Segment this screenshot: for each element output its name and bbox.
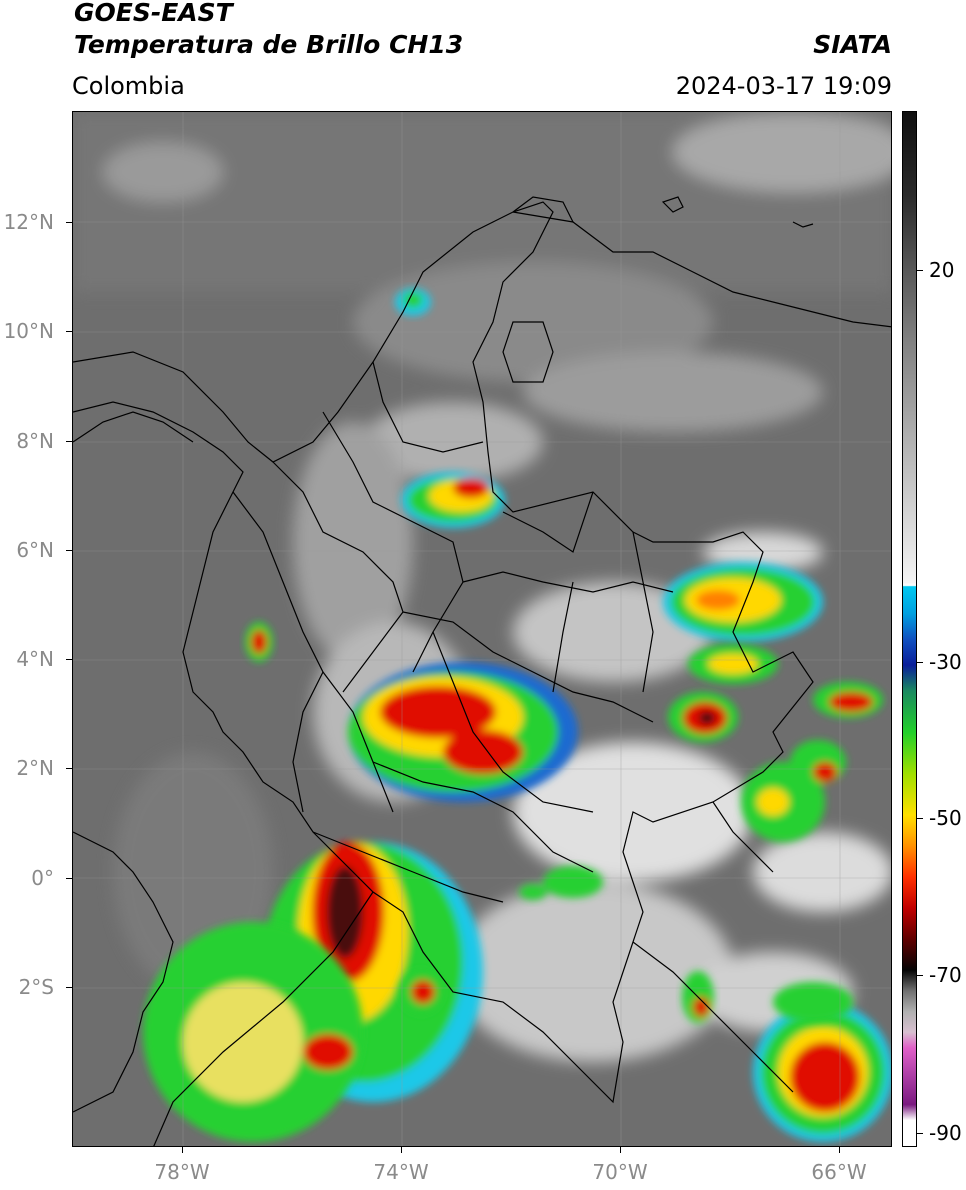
lat-label-6n: 6°N xyxy=(16,538,54,562)
map-canvas xyxy=(73,112,891,1146)
colorbar-label-minus70: -70 xyxy=(929,963,962,987)
colorbar-label-20: 20 xyxy=(929,258,955,282)
colorbar-label-minus30: -30 xyxy=(929,650,962,674)
satellite-map[interactable] xyxy=(72,111,892,1147)
lat-label-2s: 2°S xyxy=(18,975,54,999)
colorbar-label-minus90: -90 xyxy=(929,1121,962,1145)
lat-label-12n: 12°N xyxy=(3,210,54,234)
agency-label: SIATA xyxy=(813,30,892,59)
lat-label-4n: 4°N xyxy=(16,647,54,671)
convective-cells xyxy=(143,288,891,1142)
timestamp-label: 2024-03-17 19:09 xyxy=(675,72,892,100)
lat-label-10n: 10°N xyxy=(3,319,54,343)
graticule xyxy=(73,112,891,1146)
lon-label-78w: 78°W xyxy=(154,1160,210,1184)
temperature-colorbar xyxy=(902,111,917,1147)
lat-label-8n: 8°N xyxy=(16,429,54,453)
lat-label-0: 0° xyxy=(31,866,54,890)
colorbar-label-minus50: -50 xyxy=(929,806,962,830)
lon-label-70w: 70°W xyxy=(592,1160,648,1184)
lat-label-2n: 2°N xyxy=(16,756,54,780)
satellite-title: GOES-EAST xyxy=(74,0,233,27)
lon-label-66w: 66°W xyxy=(811,1160,867,1184)
region-label: Colombia xyxy=(72,72,185,100)
product-title: Temperatura de Brillo CH13 xyxy=(74,30,464,59)
borders xyxy=(73,196,891,1146)
lon-label-74w: 74°W xyxy=(373,1160,429,1184)
